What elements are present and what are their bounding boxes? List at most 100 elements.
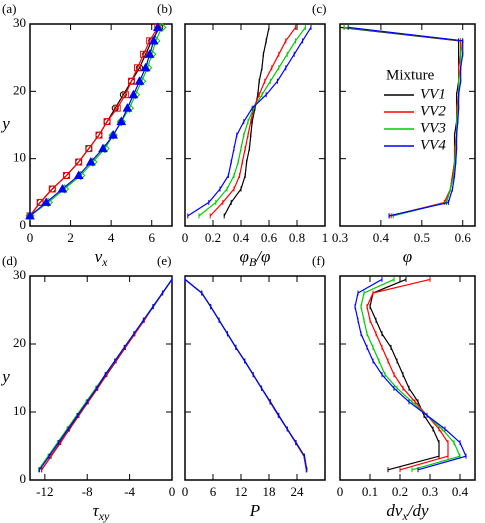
marker	[140, 62, 151, 72]
legend-label: VV4	[420, 137, 446, 153]
marker	[121, 91, 129, 99]
x-tick-label: 0.5	[414, 230, 430, 245]
x-axis-label: dvx/dy	[386, 501, 429, 523]
y-tick-label: 20	[13, 335, 26, 350]
x-tick-label: 0.2	[205, 230, 221, 245]
panel: 0 0.2 0.4 0.6 0.8 1 (b) φB/φ	[157, 1, 328, 269]
y-tick-label: 0	[20, 471, 27, 486]
x-tick-label: 0.1	[362, 484, 378, 499]
x-axis-label-part: φ	[240, 247, 249, 266]
x-tick-label: 0.4	[373, 230, 390, 245]
marker	[128, 89, 139, 99]
x-axis-label-part: B	[249, 255, 257, 269]
x-tick-label: 0	[27, 230, 34, 245]
x-tick-label: 12	[235, 484, 248, 499]
series-line	[209, 27, 297, 217]
series-line	[360, 278, 461, 471]
marker	[122, 103, 133, 112]
marker	[140, 50, 148, 58]
series-line	[369, 278, 440, 471]
y-axis-label: y	[0, 114, 10, 133]
x-tick-label: 0.6	[261, 230, 278, 245]
x-tick-label: 0	[169, 484, 176, 499]
x-tick-label: 6	[210, 484, 217, 499]
marker	[113, 104, 121, 112]
plot-frame	[184, 23, 326, 227]
marker	[57, 183, 68, 193]
x-tick-label: -12	[36, 484, 53, 499]
marker	[36, 198, 44, 206]
marker	[98, 143, 108, 153]
x-axis-label: φB/φ	[240, 247, 271, 269]
marker	[134, 64, 142, 72]
x-axis-label-part: x	[101, 255, 108, 269]
x-tick-label: 0.3	[422, 484, 438, 499]
x-axis-label-part: dv	[386, 501, 403, 520]
x-tick-label: 0.4	[233, 230, 250, 245]
legend-label: VV1	[420, 86, 446, 102]
plot-frame	[339, 275, 476, 481]
series-line	[354, 278, 467, 471]
x-tick-label: 0	[182, 230, 189, 245]
x-axis-label-part: τ	[93, 501, 100, 520]
panel-label: (f)	[312, 253, 325, 268]
y-tick-label: 30	[13, 15, 26, 30]
plot-frame	[29, 23, 173, 227]
marker	[148, 35, 159, 45]
y-axis-label: y	[0, 367, 10, 386]
legend-label: VV2	[420, 103, 446, 119]
marker	[134, 76, 145, 85]
marker	[152, 22, 163, 31]
x-axis-label-part: /φ	[255, 247, 270, 266]
marker	[25, 211, 35, 221]
x-axis-label: P	[249, 501, 260, 520]
marker	[108, 130, 118, 140]
panel-label: (c)	[312, 1, 326, 16]
x-axis-label-part: x	[401, 509, 408, 523]
x-axis-label-part: φ	[403, 247, 412, 266]
x-tick-label: 0.2	[392, 484, 408, 499]
marker	[41, 197, 52, 206]
marker	[48, 185, 56, 193]
x-axis-label: φ	[403, 247, 412, 266]
x-axis-label: vx	[95, 247, 109, 269]
marker	[85, 145, 93, 153]
x-axis-label-part: v	[95, 247, 103, 266]
x-axis-label-part: xy	[98, 509, 110, 523]
x-axis-label-part: P	[249, 501, 260, 520]
x-tick-label: 18	[263, 484, 276, 499]
x-axis-label: τxy	[93, 501, 110, 523]
x-tick-label: 1	[322, 230, 329, 245]
y-tick-label: 10	[13, 403, 26, 418]
x-tick-label: 2	[67, 230, 74, 245]
series-line	[184, 278, 308, 470]
series-line	[187, 27, 312, 217]
marker	[73, 170, 84, 179]
x-tick-label: 0.3	[332, 230, 348, 245]
marker	[63, 172, 71, 179]
marker	[95, 131, 103, 139]
y-tick-label: 20	[13, 82, 26, 97]
series-line	[184, 278, 307, 470]
panel-label: (b)	[157, 1, 172, 16]
panel: 0 6 12 18 24 (e) P	[157, 253, 326, 520]
panel-label: (d)	[2, 253, 17, 268]
x-tick-label: -8	[82, 484, 93, 499]
plot-frame	[184, 275, 326, 481]
marker	[116, 116, 126, 127]
series-line	[184, 278, 308, 470]
series-line	[223, 27, 270, 217]
series-line	[366, 278, 449, 471]
panel-label: (a)	[2, 1, 16, 16]
y-tick-label: 0	[20, 217, 27, 232]
marker	[103, 118, 111, 126]
x-tick-label: 0.4	[452, 484, 469, 499]
y-tick-label: 30	[13, 267, 26, 282]
marker	[85, 157, 96, 166]
plot-frame	[339, 23, 476, 227]
panel: -12 -8 -4 0 0 10 20 30(d) y τxy	[0, 253, 175, 523]
series-line	[29, 27, 159, 217]
panel-label: (e)	[157, 253, 171, 268]
